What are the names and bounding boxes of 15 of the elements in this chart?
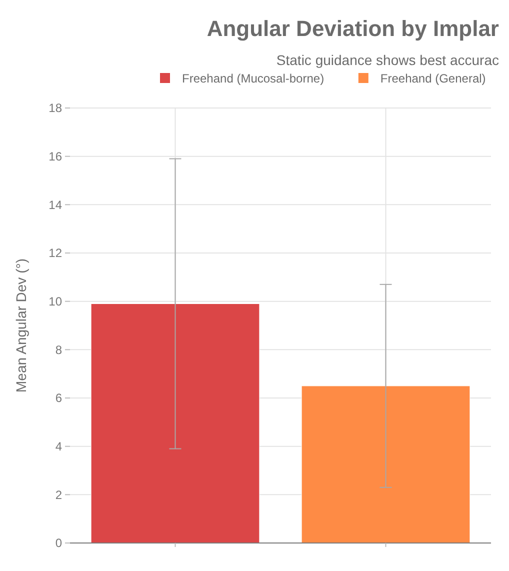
y-tick-label: 12 [48,246,62,260]
legend-label: Freehand (General) [380,72,486,86]
legend-label: Freehand (Mucosal-borne) [182,72,324,86]
y-tick-label: 2 [55,488,62,502]
chart-subtitle: Static guidance shows best accurac [276,52,499,68]
y-tick-label: 10 [48,294,62,309]
y-tick-label: 14 [48,198,62,212]
y-tick-label: 16 [48,150,62,164]
y-tick-label: 18 [48,101,62,116]
y-axis-title: Mean Angular Dev (°) [13,258,29,392]
y-tick-label: 0 [55,536,62,550]
y-tick-label: 6 [55,391,62,406]
chart-title: Angular Deviation by Implar [206,16,500,41]
y-tick-label: 8 [55,342,62,357]
y-tick-label: 4 [55,440,62,454]
